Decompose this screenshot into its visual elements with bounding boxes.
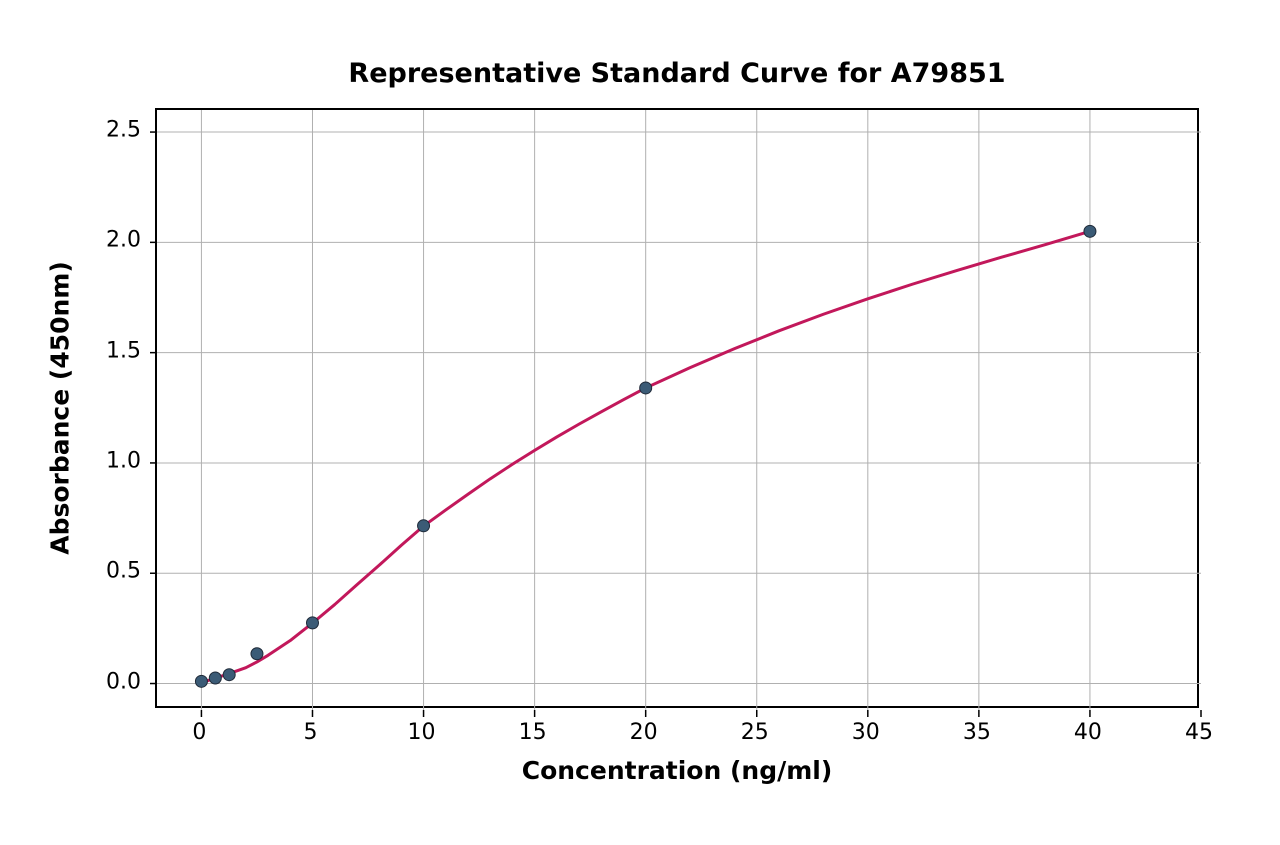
plot-svg bbox=[157, 110, 1201, 710]
x-tick-label: 40 bbox=[1074, 720, 1102, 745]
data-point bbox=[640, 382, 652, 394]
x-tick-label: 10 bbox=[408, 720, 436, 745]
x-tick-label: 25 bbox=[741, 720, 769, 745]
data-point bbox=[209, 672, 221, 684]
data-point bbox=[1084, 225, 1096, 237]
data-point bbox=[306, 617, 318, 629]
x-tick-label: 45 bbox=[1185, 720, 1213, 745]
y-tick-label: 0.0 bbox=[106, 669, 141, 694]
x-tick-label: 0 bbox=[192, 720, 206, 745]
x-tick-label: 20 bbox=[630, 720, 658, 745]
x-tick-label: 5 bbox=[303, 720, 317, 745]
y-tick-label: 1.0 bbox=[106, 448, 141, 473]
x-axis-label: Concentration (ng/ml) bbox=[522, 756, 833, 785]
y-tick-label: 2.0 bbox=[106, 228, 141, 253]
y-tick-label: 1.5 bbox=[106, 338, 141, 363]
data-point bbox=[223, 669, 235, 681]
data-point bbox=[195, 675, 207, 687]
x-tick-label: 15 bbox=[519, 720, 547, 745]
x-tick-label: 30 bbox=[852, 720, 880, 745]
y-tick-label: 2.5 bbox=[106, 118, 141, 143]
chart-title: Representative Standard Curve for A79851 bbox=[348, 58, 1005, 89]
figure: Representative Standard Curve for A79851… bbox=[0, 0, 1280, 845]
plot-area bbox=[155, 108, 1199, 708]
y-tick-label: 0.5 bbox=[106, 559, 141, 584]
x-tick-label: 35 bbox=[963, 720, 991, 745]
data-point bbox=[251, 648, 263, 660]
data-point bbox=[418, 520, 430, 532]
y-axis-label: Absorbance (450nm) bbox=[46, 261, 75, 555]
